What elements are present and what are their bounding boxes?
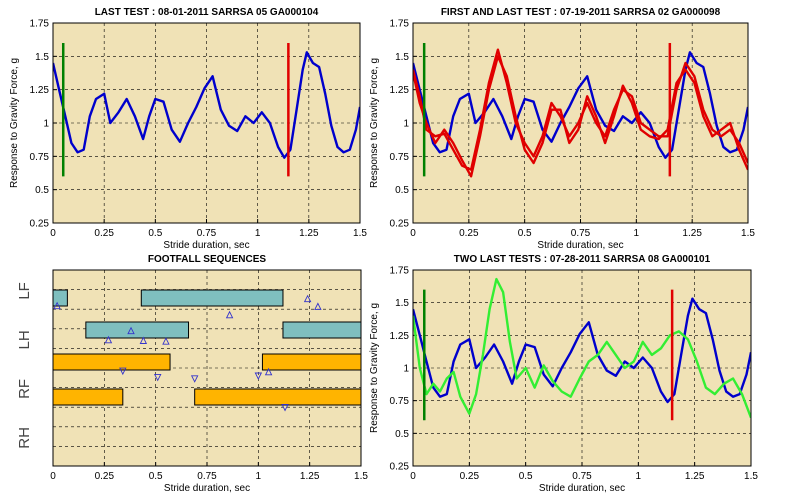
x-axis-label: Stride duration, sec [539,483,625,494]
series-line [413,277,751,419]
x-tick-label: 1.25 [685,471,705,482]
x-tick-label: 0.75 [572,471,592,482]
y-tick-label: 1.25 [390,331,410,342]
footfall-event-marker [314,302,322,310]
x-tick-label: 1 [255,228,261,239]
footfall-event-marker [153,373,162,382]
x-tick-label: 0.25 [95,471,115,482]
y-tick-label: 0.75 [30,152,50,163]
x-tick-label: 1.5 [353,228,367,239]
x-tick-label: 1.5 [744,471,758,482]
y-tick-label: 1.5 [35,52,49,63]
footfall-event-marker [162,337,170,345]
row-label: RF [16,379,33,399]
footfall-event-marker [104,335,113,344]
x-tick-label: 0.5 [519,471,533,482]
x-tick-label: 1.5 [741,228,755,239]
y-tick-label: 1 [403,364,409,375]
y-tick-label: 0.75 [390,396,410,407]
x-tick-label: 0 [50,228,56,239]
y-tick-label: 1.75 [390,19,410,30]
x-tick-label: 1 [636,471,642,482]
x-tick-label: 1.25 [300,471,320,482]
footfall-event-marker [127,326,135,335]
x-tick-label: 0 [410,471,416,482]
y-tick-label: 1.5 [395,298,409,309]
x-axis-label: Stride duration, sec [164,483,250,494]
y-tick-label: 0.25 [390,462,410,473]
row-label: LF [16,282,33,300]
footfall-event-marker [53,301,61,310]
footfall-bar [140,289,284,307]
footfall-event-marker [303,294,312,303]
footfall-bar [52,289,68,307]
y-axis-label: Response to Gravity Force, g [369,58,380,188]
x-tick-label: 1.25 [682,228,702,239]
x-tick-label: 0.25 [459,228,479,239]
plot-frame [412,269,752,467]
chart-title: FIRST AND LAST TEST : 07-19-2011 SARRSA … [441,7,721,18]
x-tick-label: 0.5 [148,228,162,239]
footfall-event-marker [264,367,273,376]
y-tick-label: 0.5 [395,185,409,196]
footfall-bar [52,388,124,406]
plot-frame [52,22,361,224]
y-tick-label: 1.75 [390,266,410,277]
x-axis-label: Stride duration, sec [537,240,623,251]
x-tick-label: 0.5 [149,471,163,482]
footfall-bar [85,321,190,339]
x-tick-label: 1 [634,228,640,239]
footfall-bar [194,388,362,406]
y-tick-label: 0.75 [390,152,410,163]
y-tick-label: 0.25 [390,219,410,230]
x-tick-label: 0.75 [571,228,591,239]
series-line [53,51,360,159]
series-line [413,55,748,178]
footfall-bar [282,321,362,339]
x-tick-label: 1.25 [299,228,319,239]
y-axis-label: Response to Gravity Force, g [9,58,20,188]
x-tick-label: 0.5 [518,228,532,239]
y-tick-label: 1.5 [395,52,409,63]
plot-frame [412,22,749,224]
chart-title: LAST TEST : 08-01-2011 SARRSA 05 GA00010… [95,7,319,18]
footfall-event-marker [225,310,234,319]
y-tick-label: 1 [43,119,49,130]
footfall-event-marker [190,375,199,383]
y-tick-label: 0.5 [395,429,409,440]
x-tick-label: 1 [256,471,262,482]
y-tick-label: 1 [403,119,409,130]
row-label: RH [16,427,33,449]
x-tick-label: 1.5 [354,471,368,482]
series-line [413,51,748,159]
plot-frame [52,269,362,467]
y-tick-label: 0.25 [30,219,50,230]
y-tick-label: 0.5 [35,185,49,196]
footfall-event-marker [119,367,127,376]
row-label: LH [16,330,33,349]
chart-title: TWO LAST TESTS : 07-28-2011 SARRSA 08 GA… [454,254,711,265]
footfall-event-marker [254,372,263,381]
y-tick-label: 1.25 [390,85,410,96]
x-tick-label: 0 [410,228,416,239]
y-axis-label: Response to Gravity Force, g [369,303,380,433]
footfall-event-marker [281,404,289,412]
x-tick-label: 0.75 [197,228,217,239]
series-line [413,297,751,404]
x-axis-label: Stride duration, sec [163,240,249,251]
y-tick-label: 1.75 [30,19,50,30]
x-tick-label: 0.75 [197,471,217,482]
chart-title: FOOTFALL SEQUENCES [148,254,266,265]
x-tick-label: 0.25 [94,228,114,239]
footfall-event-marker [139,336,148,344]
footfall-bar [52,353,171,371]
x-tick-label: 0 [50,471,56,482]
footfall-bar [261,353,362,371]
y-tick-label: 1.25 [30,85,50,96]
x-tick-label: 0.25 [460,471,480,482]
